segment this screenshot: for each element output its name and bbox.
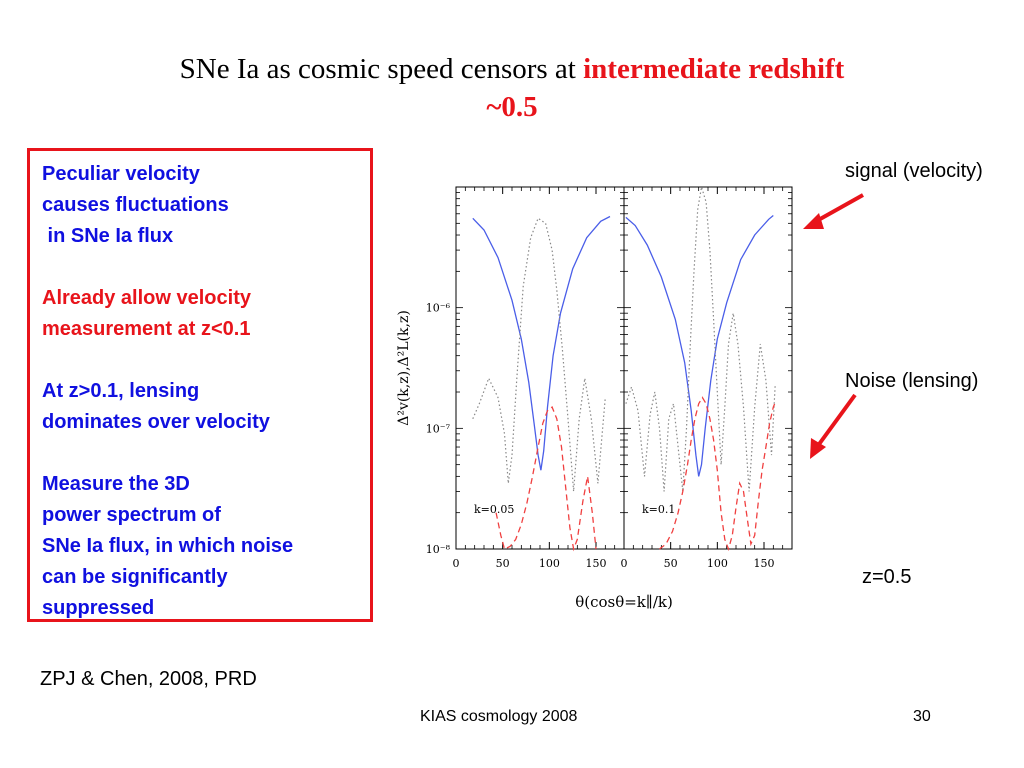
signal-arrow <box>803 193 864 229</box>
series-line-solid-blue <box>625 214 774 477</box>
panel-frame <box>623 186 793 550</box>
z-label: z=0.5 <box>862 566 912 588</box>
summary-line: measurement at z<0.1 <box>42 318 251 340</box>
x-tick-label: 0 <box>621 557 628 570</box>
summary-line: suppressed <box>42 597 155 619</box>
title-text: SNe Ia as cosmic speed censors at <box>179 53 584 85</box>
series-line-solid-blue <box>472 215 611 471</box>
series-line-dotted-gray <box>625 186 776 492</box>
summary-line: Peculiar velocity <box>42 163 200 185</box>
x-axis-label: θ(cosθ=k∥/k) <box>575 593 673 611</box>
y-tick-label: 10⁻⁸ <box>426 543 451 556</box>
x-tick-label: 100 <box>539 557 560 570</box>
x-tick-label: 150 <box>754 557 775 570</box>
y-tick-label: 10⁻⁶ <box>426 302 451 315</box>
panel-frame <box>455 186 625 550</box>
summary-line: Already allow velocity <box>42 287 251 309</box>
panel-annotation: k=0.05 <box>474 503 514 516</box>
signal-label: signal (velocity) <box>845 160 983 182</box>
series-line-dashed-red <box>495 406 597 552</box>
summary-line: causes fluctuations <box>42 194 229 216</box>
summary-box: Peculiar velocity causes fluctuations in … <box>27 148 373 622</box>
noise-arrow <box>810 393 857 459</box>
citation: ZPJ & Chen, 2008, PRD <box>40 668 257 690</box>
arrows <box>803 193 864 459</box>
series-line-dotted-gray <box>472 217 606 492</box>
spacer <box>42 252 293 283</box>
footer-text: KIAS cosmology 2008 <box>420 708 578 725</box>
page-number: 30 <box>913 708 931 725</box>
spacer <box>42 345 293 376</box>
summary-line: At z>0.1, lensing <box>42 380 200 402</box>
title-line-2: ~0.5 <box>486 91 538 123</box>
slide-title: SNe Ia as cosmic speed censors at interm… <box>0 50 1024 126</box>
chart: 0 50 100 150 k=0.05 0 50 100 150 k=0.1 10⁻⁸ 10⁻⁷ 10⁻… <box>396 186 793 611</box>
spacer <box>42 438 293 469</box>
title-highlight: intermediate redshift <box>583 53 845 85</box>
x-tick-label: 150 <box>586 557 607 570</box>
x-tick-label: 50 <box>664 557 678 570</box>
panel-annotation: k=0.1 <box>642 503 675 516</box>
summary-line: SNe Ia flux, in which noise <box>42 535 294 557</box>
summary-line: power spectrum of <box>42 504 221 526</box>
summary-line: in SNe Ia flux <box>42 225 174 247</box>
summary-line: Measure the 3D <box>42 473 190 495</box>
summary-text: Peculiar velocity causes fluctuations in … <box>42 159 293 624</box>
y-tick-label: 10⁻⁷ <box>426 422 451 435</box>
summary-line: can be significantly <box>42 566 228 588</box>
x-tick-label: 50 <box>496 557 510 570</box>
summary-line: dominates over velocity <box>42 411 270 433</box>
x-tick-label: 0 <box>453 557 460 570</box>
x-tick-label: 100 <box>707 557 728 570</box>
y-axis-label: Δ²v(k,z),Δ²L(k,z) <box>396 310 412 426</box>
noise-label: Noise (lensing) <box>845 370 979 392</box>
series-line-dashed-red <box>659 396 777 552</box>
